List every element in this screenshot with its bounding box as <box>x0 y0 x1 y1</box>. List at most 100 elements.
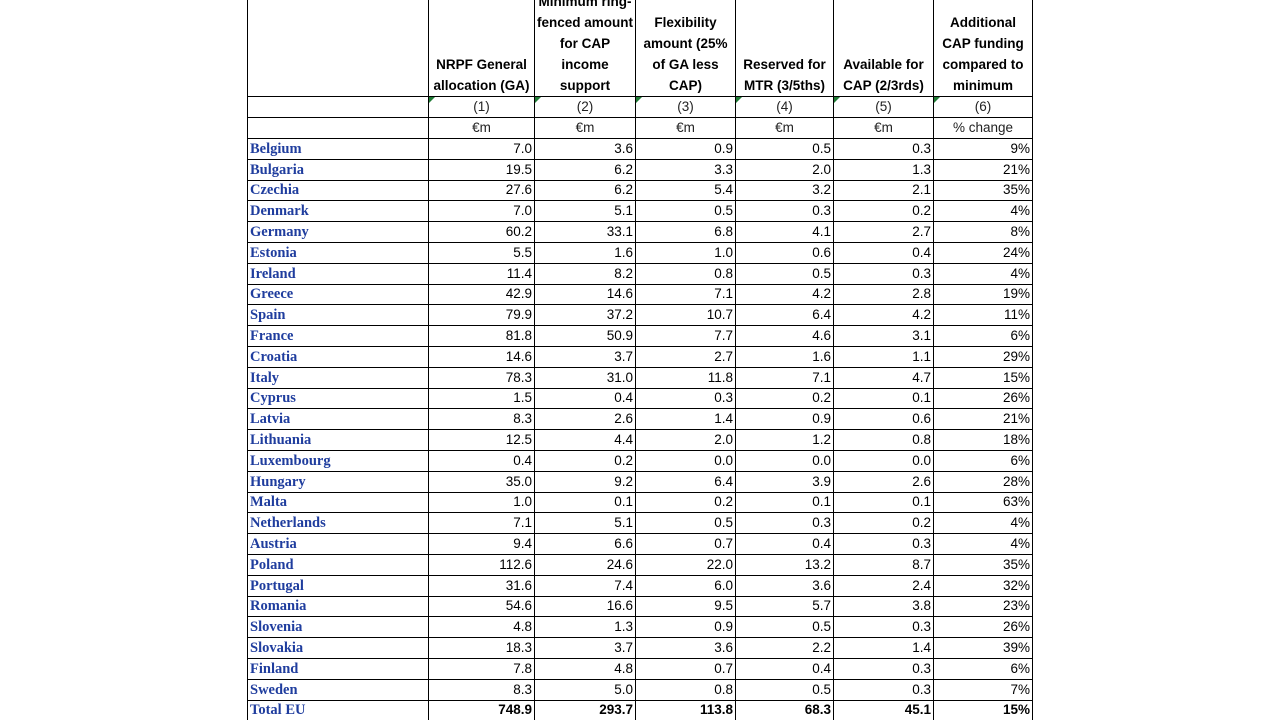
column-unit: €m <box>635 117 736 139</box>
value-cell: 2.0 <box>635 429 736 451</box>
value-cell: 0.5 <box>735 616 834 639</box>
value-cell: 54.6 <box>428 595 535 618</box>
value-cell: 4% <box>933 512 1033 535</box>
value-cell: 1.6 <box>735 345 834 368</box>
column-number: (6) <box>933 96 1033 118</box>
country-name: France <box>247 325 429 347</box>
country-name: Austria <box>247 533 429 555</box>
country-name: Luxembourg <box>247 449 429 472</box>
value-cell: 5.5 <box>428 241 535 264</box>
column-header: Reserved for MTR (3/5ths) <box>735 0 834 97</box>
value-cell: 9.2 <box>534 470 636 493</box>
country-name: Netherlands <box>247 512 429 535</box>
data-row: Cyprus 1.5 0.4 0.3 0.2 0.1 26% <box>247 387 1033 410</box>
value-cell: 0.6 <box>735 241 834 264</box>
value-cell: 63% <box>933 491 1033 514</box>
value-cell: 0.5 <box>735 678 834 701</box>
value-cell: 50.9 <box>534 325 636 347</box>
value-cell: 35% <box>933 553 1033 576</box>
total-value: 293.7 <box>534 699 636 720</box>
value-cell: 9.4 <box>428 533 535 555</box>
value-cell: 3.6 <box>735 574 834 597</box>
value-cell: 0.5 <box>735 138 834 160</box>
value-cell: 1.1 <box>833 345 934 368</box>
country-name: Croatia <box>247 345 429 368</box>
value-cell: 24.6 <box>534 553 636 576</box>
column-number: (1) <box>428 96 535 118</box>
value-cell: 5.1 <box>534 512 636 535</box>
value-cell: 0.9 <box>635 616 736 639</box>
value-cell: 0.0 <box>833 449 934 472</box>
country-name: Slovenia <box>247 616 429 639</box>
data-row: Portugal 31.6 7.4 6.0 3.6 2.4 32% <box>247 574 1033 597</box>
value-cell: 2.7 <box>635 345 736 368</box>
data-row: Bulgaria 19.5 6.2 3.3 2.0 1.3 21% <box>247 158 1033 181</box>
column-number: (4) <box>735 96 834 118</box>
country-name: Denmark <box>247 200 429 223</box>
value-cell: 1.0 <box>635 241 736 264</box>
value-cell: 16.6 <box>534 595 636 618</box>
total-value: 68.3 <box>735 699 834 720</box>
country-name: Romania <box>247 595 429 618</box>
column-header: Flexibility amount (25% of GA less CAP) <box>635 0 736 97</box>
value-cell: 8% <box>933 221 1033 243</box>
value-cell: 0.9 <box>635 138 736 160</box>
value-cell: 8.2 <box>534 262 636 285</box>
value-cell: 0.3 <box>833 616 934 639</box>
value-cell: 21% <box>933 408 1033 431</box>
value-cell: 78.3 <box>428 366 535 389</box>
column-unit-row: €m €m €m €m €m% change <box>247 117 1033 139</box>
value-cell: 0.0 <box>635 449 736 472</box>
value-cell: 19% <box>933 283 1033 306</box>
value-cell: 1.4 <box>833 637 934 659</box>
value-cell: 3.6 <box>534 138 636 160</box>
value-cell: 1.5 <box>428 387 535 410</box>
value-cell: 0.7 <box>635 533 736 555</box>
value-cell: 0.5 <box>635 512 736 535</box>
value-cell: 9% <box>933 138 1033 160</box>
value-cell: 0.2 <box>735 387 834 410</box>
country-name: Italy <box>247 366 429 389</box>
value-cell: 3.1 <box>833 325 934 347</box>
value-cell: 5.7 <box>735 595 834 618</box>
value-cell: 5.0 <box>534 678 636 701</box>
value-cell: 0.2 <box>833 512 934 535</box>
country-name: Czechia <box>247 179 429 202</box>
value-cell: 14.6 <box>534 283 636 306</box>
country-name: Portugal <box>247 574 429 597</box>
value-cell: 2.6 <box>534 408 636 431</box>
column-number: (5) <box>833 96 934 118</box>
column-header: Additional CAP funding compared to minim… <box>933 0 1033 97</box>
value-cell: 12.5 <box>428 429 535 451</box>
country-name: Sweden <box>247 678 429 701</box>
value-cell: 4% <box>933 262 1033 285</box>
country-name: Greece <box>247 283 429 306</box>
value-cell: 37.2 <box>534 304 636 327</box>
value-cell: 0.1 <box>833 491 934 514</box>
value-cell: 4.2 <box>833 304 934 327</box>
value-cell: 0.1 <box>833 387 934 410</box>
value-cell: 4.7 <box>833 366 934 389</box>
column-number: (2) <box>534 96 636 118</box>
column-unit: % change <box>933 117 1033 139</box>
total-value: 45.1 <box>833 699 934 720</box>
value-cell: 3.7 <box>534 637 636 659</box>
country-name: Bulgaria <box>247 158 429 181</box>
table-body: NRPF General allocation (GA) Minimum ring… <box>247 0 1033 720</box>
value-cell: 6.0 <box>635 574 736 597</box>
column-number-row: (1) (2) (3) (4) (5) (6) <box>247 96 1033 118</box>
data-row: Finland 7.8 4.8 0.7 0.4 0.3 6% <box>247 657 1033 680</box>
data-row: France 81.8 50.9 7.7 4.6 3.1 6% <box>247 325 1033 347</box>
value-cell: 22.0 <box>635 553 736 576</box>
value-cell: 24% <box>933 241 1033 264</box>
total-value: 15% <box>933 699 1033 720</box>
value-cell: 32% <box>933 574 1033 597</box>
country-name: Malta <box>247 491 429 514</box>
value-cell: 6.2 <box>534 158 636 181</box>
value-cell: 4.4 <box>534 429 636 451</box>
value-cell: 0.4 <box>735 533 834 555</box>
value-cell: 35.0 <box>428 470 535 493</box>
column-unit: €m <box>833 117 934 139</box>
data-row: Denmark 7.0 5.1 0.5 0.3 0.2 4% <box>247 200 1033 223</box>
data-row: Estonia 5.5 1.6 1.0 0.6 0.4 24% <box>247 241 1033 264</box>
